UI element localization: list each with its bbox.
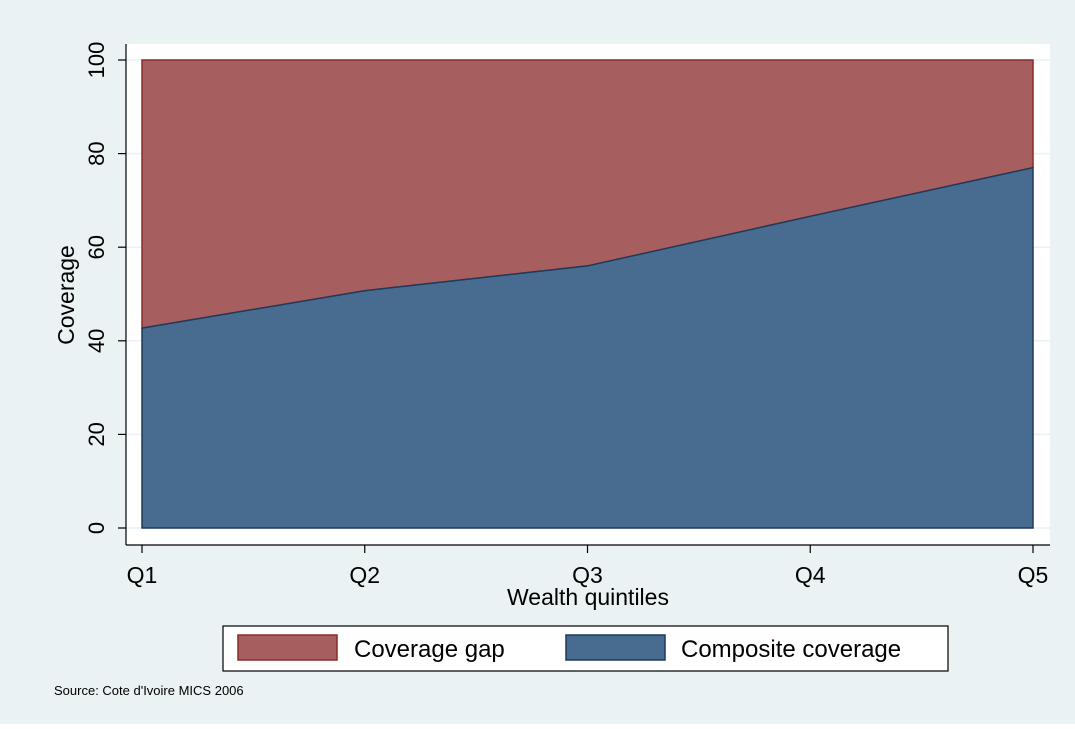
source-note: Source: Cote d'Ivoire MICS 2006 — [54, 683, 244, 698]
legend: Coverage gap Composite coverage — [223, 626, 948, 671]
y-tick-label-20: 20 — [84, 422, 109, 446]
legend-swatch-composite-coverage — [566, 635, 665, 660]
y-tick-label-0: 0 — [84, 522, 109, 534]
area-series — [142, 60, 1033, 528]
y-tick-label-60: 60 — [84, 235, 109, 259]
y-axis-title: Coverage — [53, 245, 79, 345]
legend-swatch-coverage-gap — [238, 635, 337, 660]
x-axis-title: Wealth quintiles — [507, 584, 669, 610]
x-tick-label-Q1: Q1 — [127, 562, 158, 588]
x-tick-label-Q2: Q2 — [349, 562, 380, 588]
legend-label-coverage-gap: Coverage gap — [354, 636, 505, 663]
y-tick-label-80: 80 — [84, 141, 109, 165]
x-tick-label-Q4: Q4 — [795, 562, 826, 588]
x-tick-label-Q5: Q5 — [1018, 562, 1049, 588]
y-tick-label-100: 100 — [84, 42, 109, 79]
y-tick-label-40: 40 — [84, 329, 109, 353]
legend-label-composite-coverage: Composite coverage — [681, 636, 901, 663]
